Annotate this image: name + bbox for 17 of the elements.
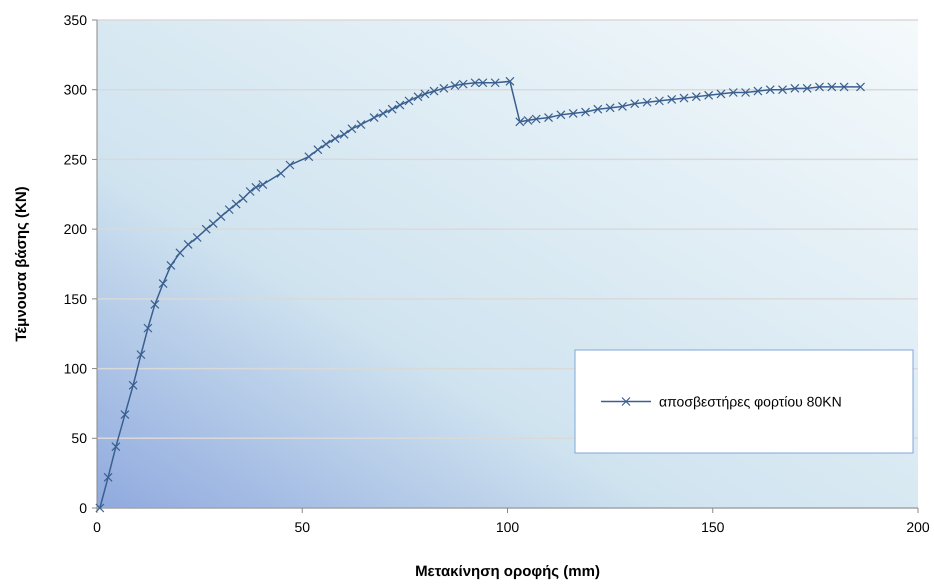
y-tick-label: 50 <box>71 430 88 446</box>
y-tick-label: 350 <box>64 12 88 28</box>
y-tick-label: 150 <box>64 290 88 307</box>
x-tick-label: 0 <box>93 519 102 535</box>
x-tick-label: 150 <box>701 519 725 535</box>
y-tick-label: 300 <box>64 82 88 98</box>
legend-label: αποσβεστήρες φορτίου 80KN <box>659 393 842 410</box>
y-tick-label: 200 <box>64 221 88 238</box>
y-tick-label: 100 <box>64 360 88 376</box>
legend: αποσβεστήρες φορτίου 80KN <box>574 350 914 454</box>
x-axis-title: Μετακίνηση οροφής (mm) <box>415 563 600 580</box>
x-tick-label: 200 <box>906 519 930 535</box>
x-tick-label: 50 <box>294 519 310 535</box>
x-tick-label: 100 <box>496 519 520 535</box>
y-axis-title: Τέμνουσα βάσης (KN) <box>13 186 30 342</box>
y-tick-label: 0 <box>79 500 88 516</box>
y-tick-label: 250 <box>64 151 88 168</box>
